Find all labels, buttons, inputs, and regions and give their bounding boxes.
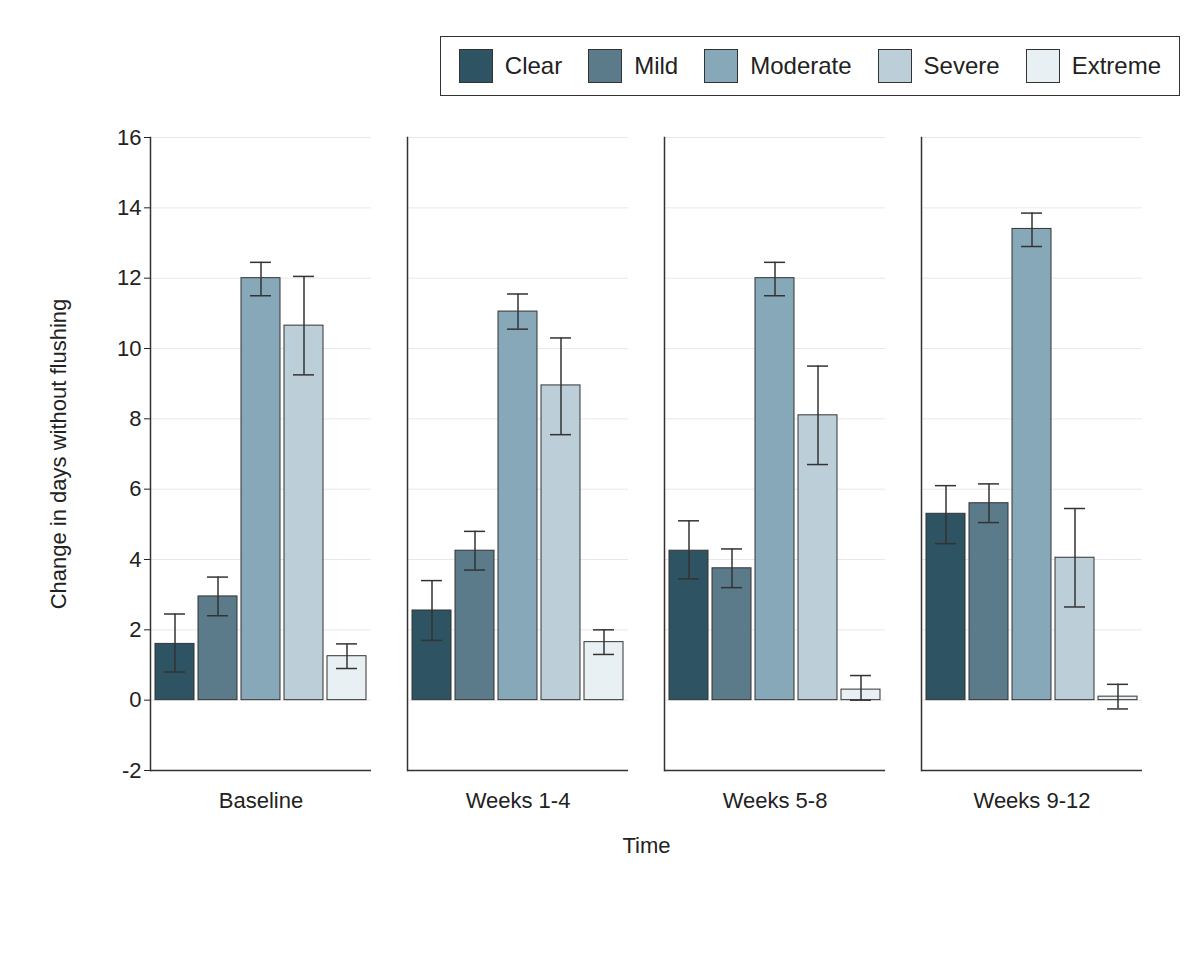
html-text:Mild: Mild <box>634 52 679 79</box>
svg-text:Change in days without flushin: Change in days without flushing <box>46 299 71 610</box>
svg-text:Weeks 1-4: Weeks 1-4 <box>466 788 571 813</box>
svg-text:Weeks 9-12: Weeks 9-12 <box>974 788 1091 813</box>
svg-text:10: 10 <box>117 336 141 361</box>
html-text:Severe: Severe <box>923 52 1000 79</box>
svg-text:0: 0 <box>129 687 141 712</box>
svg-text:Time: Time <box>622 833 670 858</box>
svg-text:2: 2 <box>129 617 141 642</box>
html-text:Extreme: Extreme <box>1071 52 1161 79</box>
svg-text:14: 14 <box>117 195 141 220</box>
svg-text:-2: -2 <box>122 758 142 783</box>
svg-text:4: 4 <box>129 547 141 572</box>
svg-text:16: 16 <box>117 125 141 150</box>
svg-text:8: 8 <box>129 406 141 431</box>
svg-text:6: 6 <box>129 476 141 501</box>
html-text:Moderate: Moderate <box>750 52 852 79</box>
html-text:Clear: Clear <box>504 52 563 79</box>
svg-text:Weeks 5-8: Weeks 5-8 <box>723 788 828 813</box>
svg-text:Baseline: Baseline <box>219 788 303 813</box>
svg-text:12: 12 <box>117 265 141 290</box>
